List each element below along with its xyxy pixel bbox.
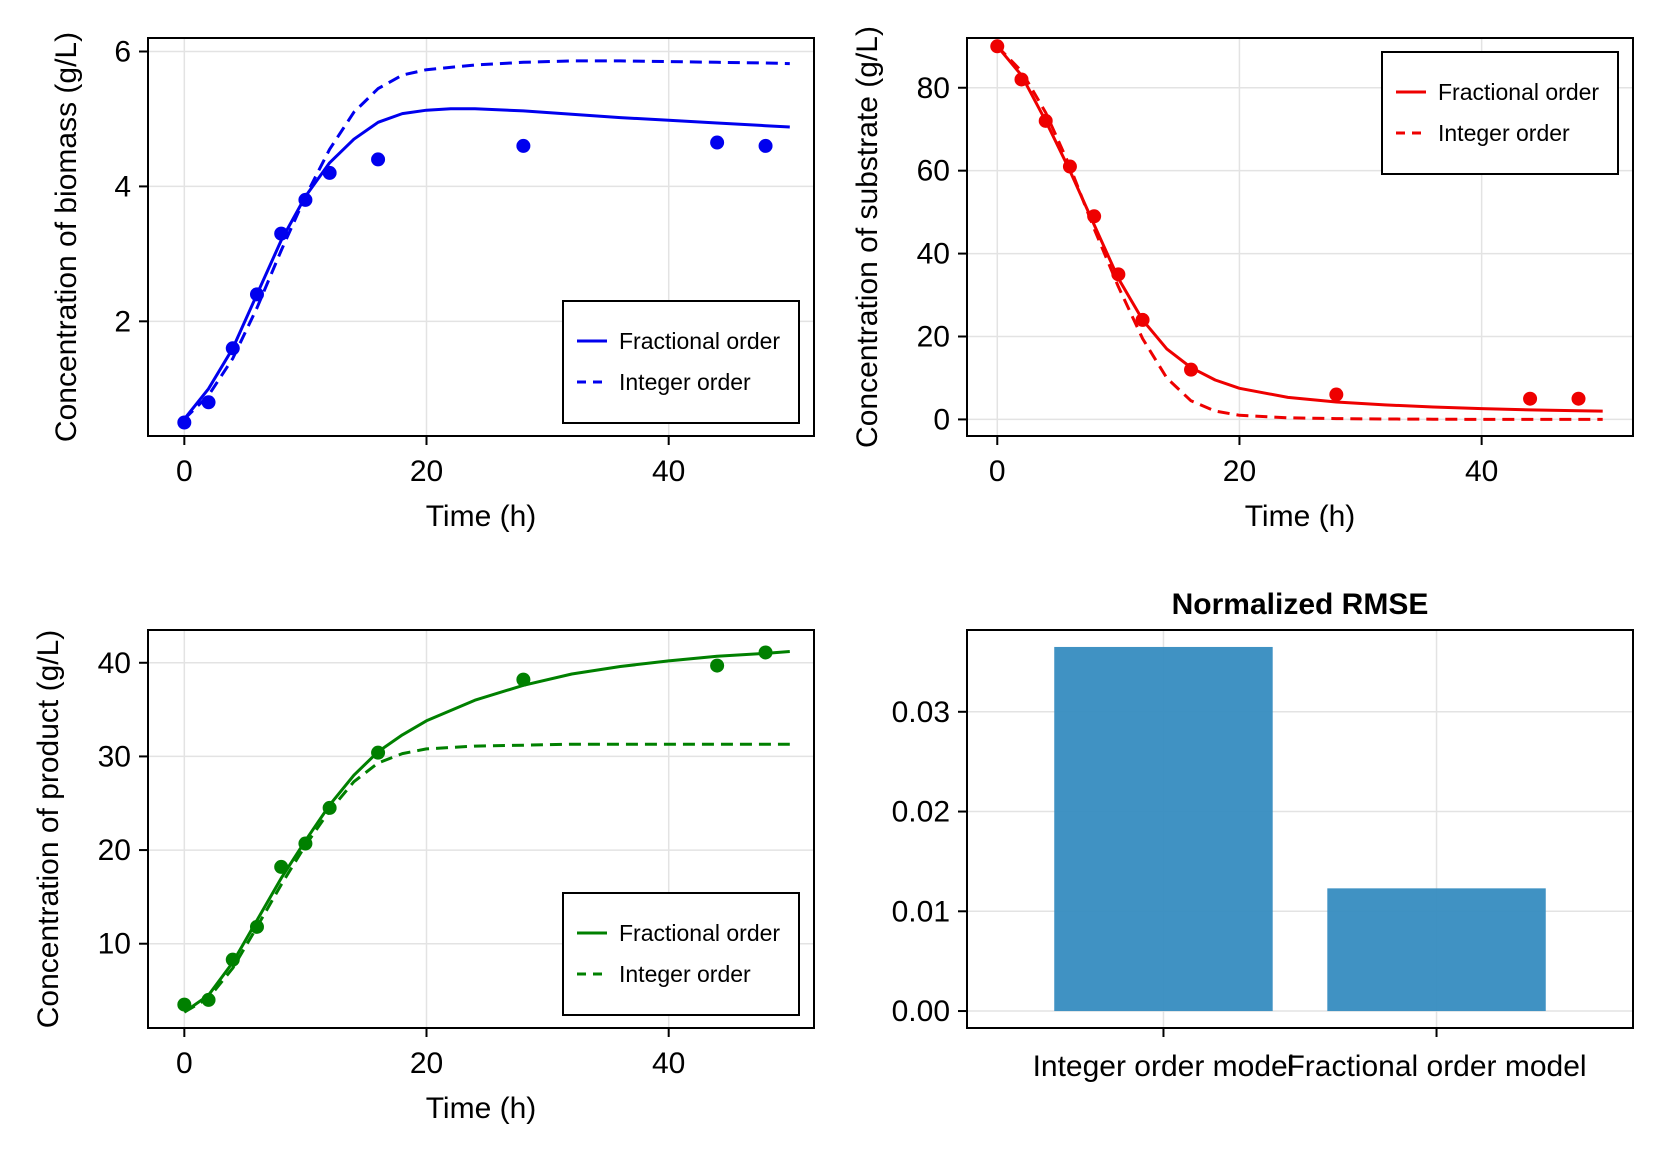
- legend-label: Integer order: [619, 961, 751, 987]
- data-point: [371, 745, 386, 760]
- x-axis-label: Time (h): [426, 500, 537, 533]
- x-tick-label: Integer order model: [1033, 1050, 1295, 1083]
- data-point: [990, 39, 1005, 54]
- data-point: [1135, 312, 1150, 327]
- data-point: [710, 658, 725, 673]
- data-point: [177, 997, 192, 1012]
- x-tick-label: Fractional order model: [1286, 1050, 1586, 1083]
- data-point: [249, 287, 264, 302]
- data-point: [1062, 159, 1077, 174]
- axes-frame: [966, 629, 1634, 1029]
- data-point: [516, 138, 531, 153]
- data-point: [298, 192, 313, 207]
- x-tick-label: 20: [1223, 455, 1256, 488]
- data-point: [274, 226, 289, 241]
- data-point: [710, 135, 725, 150]
- x-tick-label: 0: [176, 455, 193, 488]
- data-point: [249, 919, 264, 934]
- x-axis-label: Time (h): [1245, 500, 1356, 533]
- legend-box: [562, 300, 800, 424]
- y-tick-label: 30: [98, 740, 131, 773]
- y-axis-label: Concentration of biomass (g/L): [50, 32, 83, 442]
- series-line-integer-order: [183, 59, 790, 421]
- data-point: [371, 152, 386, 167]
- panel-1: 0 20 40 2 4 6 Time (h) Concentration of biomass…: [50, 32, 815, 533]
- data-point: [1523, 391, 1538, 406]
- data-point: [322, 165, 337, 180]
- data-point: [225, 952, 240, 967]
- plot-area: [990, 39, 1603, 421]
- data-point: [516, 672, 531, 687]
- legend: Fractional order Integer order: [562, 300, 800, 424]
- series-line-fractional-order: [183, 107, 790, 421]
- panel-3: 0 20 40 10 20 30 40 Time (h) Concentration of pr…: [32, 629, 815, 1125]
- data-point: [201, 992, 216, 1007]
- y-tick-label: 0.00: [892, 995, 950, 1028]
- y-tick-label: 0.01: [892, 895, 950, 928]
- y-tick-label: 80: [917, 72, 950, 105]
- y-tick-label: 60: [917, 155, 950, 188]
- data-point: [322, 800, 337, 815]
- data-point: [1184, 362, 1199, 377]
- axes-frame: [966, 37, 1634, 437]
- legend-label: Fractional order: [619, 920, 780, 946]
- y-tick-label: 40: [917, 238, 950, 271]
- y-tick-label: 20: [98, 834, 131, 867]
- x-axis-label: Time (h): [426, 1092, 537, 1125]
- data-point: [758, 138, 773, 153]
- data-point: [1329, 387, 1344, 402]
- legend-label: Fractional order: [619, 328, 780, 354]
- data-point: [758, 645, 773, 660]
- data-point: [1087, 209, 1102, 224]
- y-tick-label: 0.02: [892, 796, 950, 829]
- legend-box: [1381, 51, 1619, 175]
- data-point: [201, 395, 216, 410]
- x-tick-label: 40: [652, 455, 685, 488]
- y-tick-label: 20: [917, 321, 950, 354]
- x-tick-label: 20: [410, 455, 443, 488]
- legend: Fractional order Integer order: [562, 892, 800, 1016]
- y-tick-label: 6: [114, 35, 131, 68]
- y-tick-label: 0: [933, 403, 950, 436]
- x-tick-label: 20: [410, 1047, 443, 1080]
- axes-frame: [147, 37, 815, 437]
- legend-label: Integer order: [1438, 120, 1570, 146]
- x-tick-label: 40: [1465, 455, 1498, 488]
- legend-label: Integer order: [619, 369, 751, 395]
- y-tick-label: 2: [114, 305, 131, 338]
- data-point: [1111, 267, 1126, 282]
- y-tick-label: 4: [114, 170, 131, 203]
- x-tick-label: 0: [176, 1047, 193, 1080]
- legend: Fractional order Integer order: [1381, 51, 1619, 175]
- chart-title: Normalized RMSE: [1172, 588, 1429, 621]
- y-tick-label: 0.03: [892, 696, 950, 729]
- plot-area: [177, 59, 790, 430]
- data-point: [1014, 72, 1029, 87]
- panel-2: 0 20 40 0 20 40 60 80 Time (h) Concentration of s…: [851, 26, 1634, 533]
- y-tick-label: 10: [98, 928, 131, 961]
- bar-integer-order-model: [1054, 646, 1273, 1012]
- x-tick-label: 40: [652, 1047, 685, 1080]
- y-tick-label: 40: [98, 647, 131, 680]
- data-point: [225, 341, 240, 356]
- legend-label: Fractional order: [1438, 79, 1599, 105]
- legend-box: [562, 892, 800, 1016]
- data-point: [274, 859, 289, 874]
- data-point: [1571, 391, 1586, 406]
- bar-fractional-order-model: [1327, 888, 1546, 1012]
- plot-area: [177, 645, 790, 1014]
- y-axis-label: Concentration of substrate (g/L): [851, 26, 884, 448]
- y-axis-label: Concentration of product (g/L): [32, 630, 65, 1029]
- data-point: [1038, 113, 1053, 128]
- data-point: [177, 415, 192, 430]
- data-point: [298, 836, 313, 851]
- axes-frame: [147, 629, 815, 1029]
- x-tick-label: 0: [989, 455, 1006, 488]
